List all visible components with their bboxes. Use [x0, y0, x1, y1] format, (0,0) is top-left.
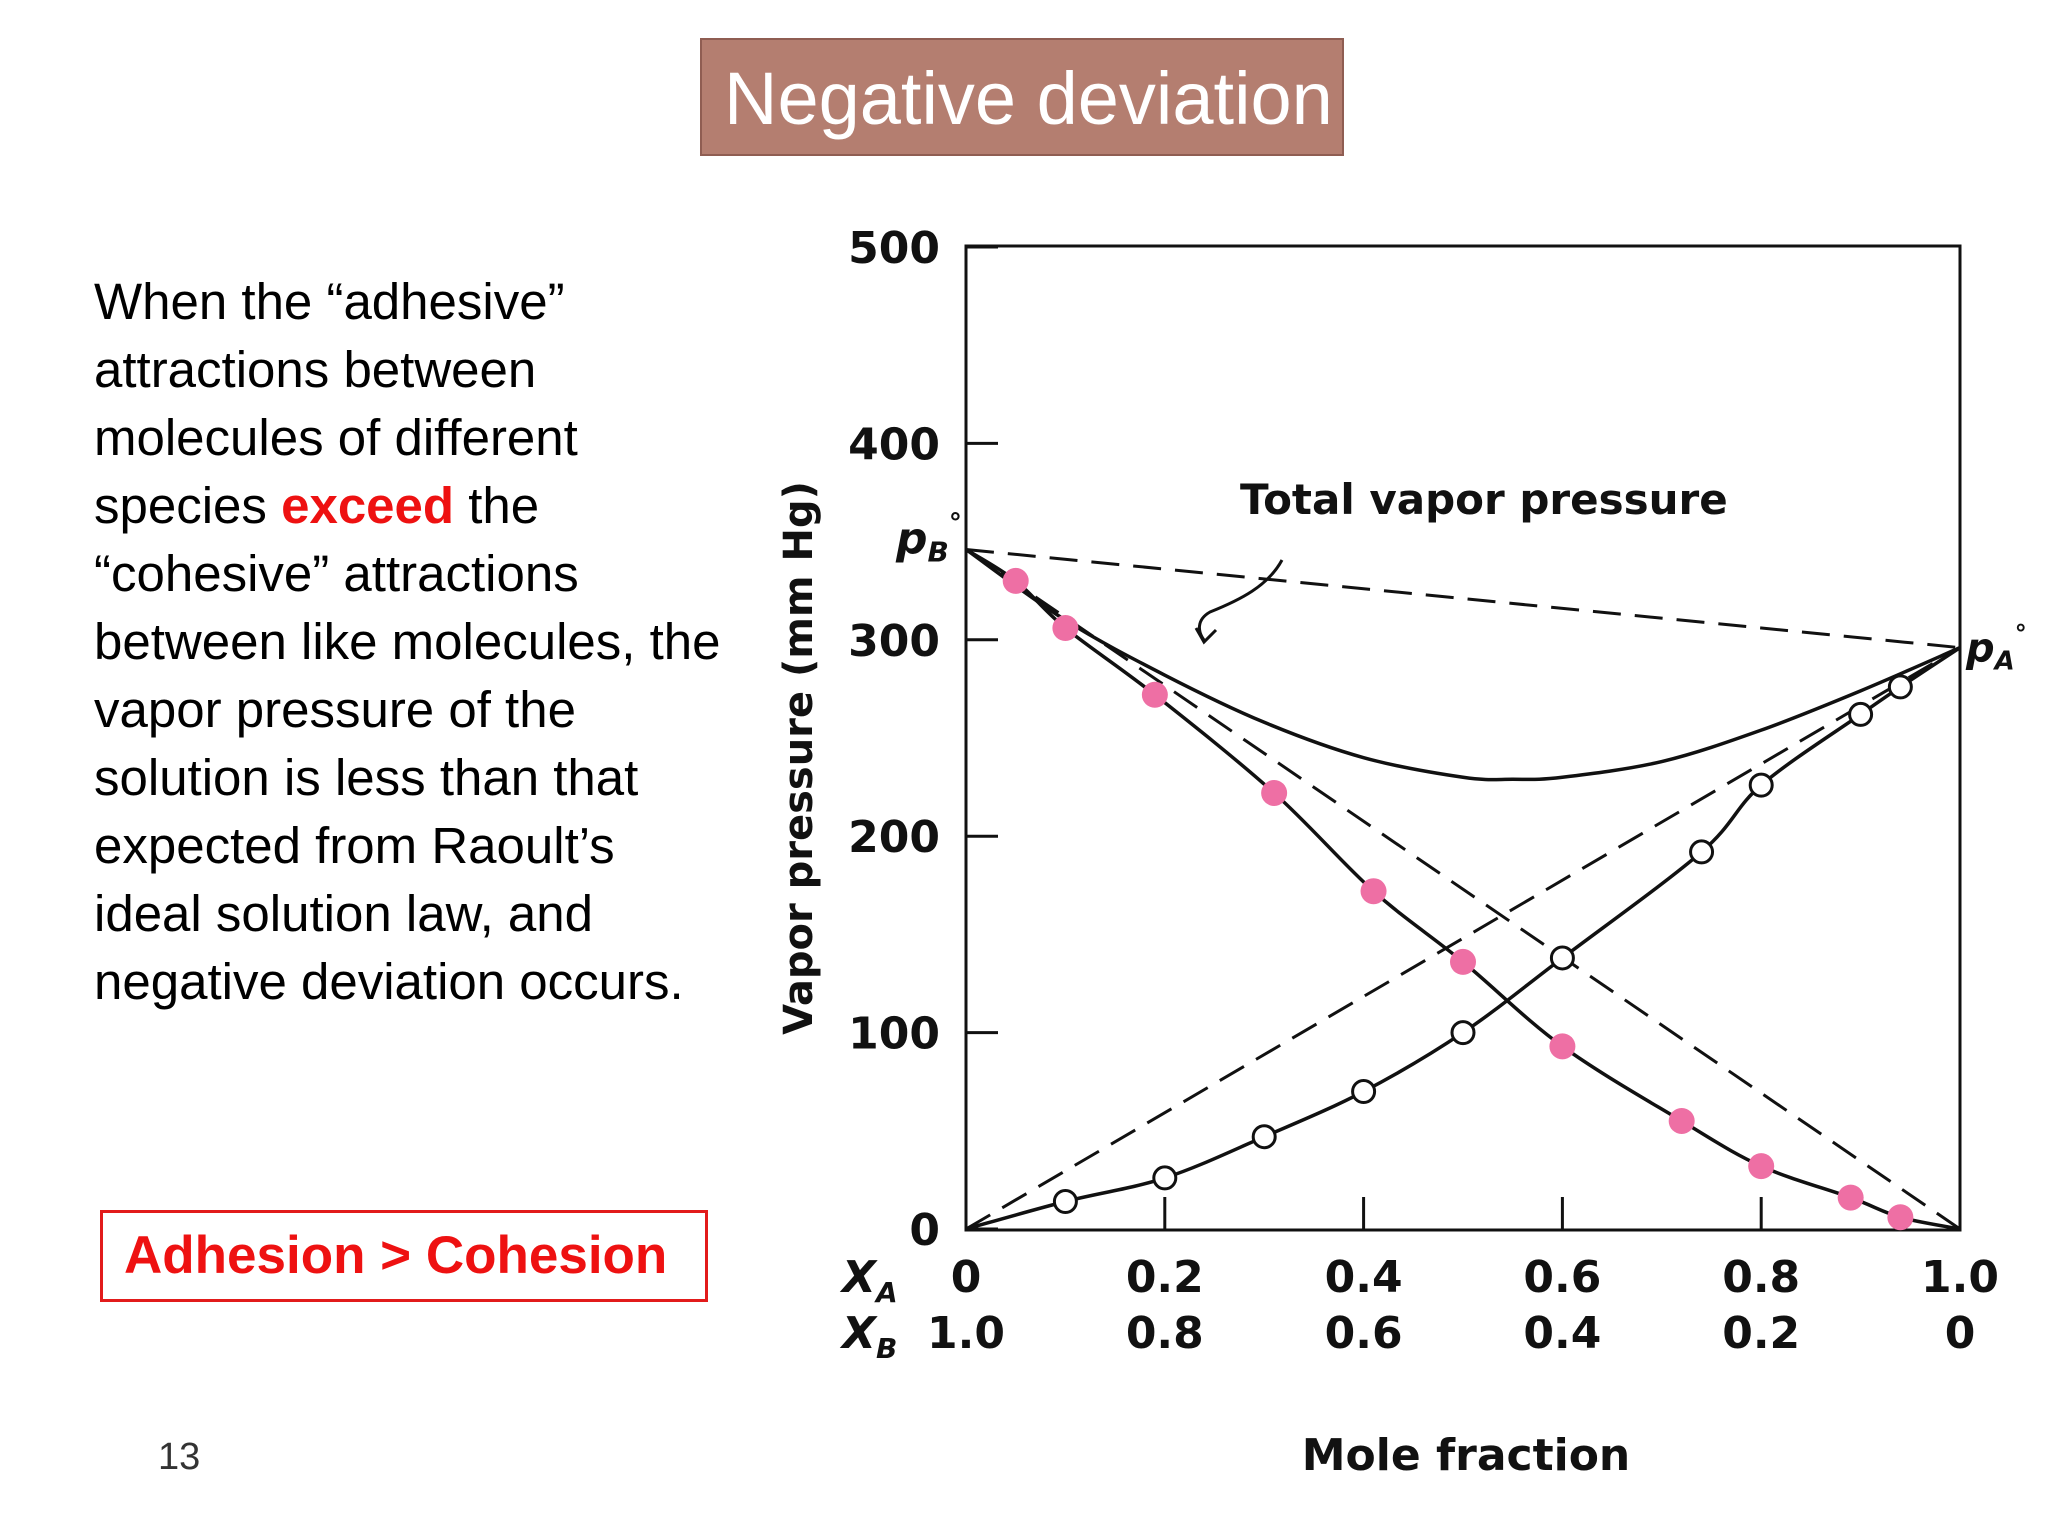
- pB-data-point: [1668, 1107, 1695, 1134]
- pB-data-point: [1360, 878, 1387, 905]
- y-tick-label: 500: [848, 223, 940, 274]
- slide-number: 13: [158, 1436, 201, 1478]
- pA-data-point: [1887, 674, 1913, 700]
- body-text-part1: When the “adhesive” attractions between …: [94, 273, 578, 534]
- x-tick-label: 0: [1945, 1308, 1976, 1359]
- pB-data-point: [1052, 615, 1079, 642]
- ideal-line: [965, 547, 1961, 650]
- pA-data-point: [1450, 1020, 1476, 1046]
- x-tick-label: 0: [951, 1252, 982, 1303]
- x-tick-label: 0.8: [1126, 1308, 1204, 1359]
- pA-label: pA°: [1965, 620, 2027, 677]
- pB-data-point: [1887, 1204, 1914, 1231]
- slide-title: Negative deviation: [724, 57, 1333, 140]
- pB-label-sub: B: [928, 535, 949, 568]
- pB-label: pB°: [895, 508, 962, 568]
- y-axis-title: Vapor pressure (mm Hg): [776, 481, 822, 1035]
- pA-curve: [965, 646, 1961, 1231]
- y-tick-label: 0: [909, 1205, 940, 1256]
- pB-data-point: [1450, 948, 1476, 975]
- pA-data-point: [1689, 839, 1715, 865]
- callout-text: Adhesion > Cohesion: [124, 1226, 668, 1285]
- x-tick-label: 0.4: [1523, 1308, 1601, 1359]
- pA-label-sup: °: [2015, 620, 2027, 648]
- total-pressure-label: Total vapor pressure: [1240, 475, 1728, 524]
- x-tick-label: 1.0: [1921, 1252, 1999, 1303]
- ideal-line: [965, 548, 1961, 1231]
- pB-label-sup: °: [949, 508, 962, 538]
- total-pressure-curve: [964, 548, 1961, 782]
- x-tick-label: 0.8: [1722, 1252, 1800, 1303]
- x-row-label: XA: [839, 1252, 898, 1309]
- pA-data-point: [1152, 1165, 1178, 1191]
- y-tick-label: 200: [848, 812, 940, 863]
- callout-box: [100, 1210, 708, 1302]
- x-row-label: XB: [839, 1308, 897, 1365]
- plot-frame: [964, 244, 1962, 1232]
- body-text-part2: the “cohesive” attractions between like …: [94, 477, 721, 1010]
- y-tick-label: 300: [848, 616, 940, 667]
- x-tick-label: 1.0: [927, 1308, 1005, 1359]
- x-tick-label: 0.2: [1722, 1308, 1800, 1359]
- ideal-line: [965, 646, 1961, 1231]
- annotation-arrowhead: [1194, 627, 1218, 645]
- pA-data-point: [1549, 945, 1575, 971]
- pA-data-point: [1251, 1124, 1277, 1150]
- pA-data-point: [1052, 1189, 1078, 1215]
- body-text: When the “adhesive” attractions between …: [94, 268, 734, 1016]
- pB-data-point: [1261, 779, 1288, 806]
- y-tick-label: 400: [848, 419, 940, 470]
- x-tick-label: 0.4: [1325, 1252, 1403, 1303]
- pA-data-point: [1848, 701, 1874, 727]
- pB-data-point: [1141, 681, 1168, 708]
- x-tick-label: 0.6: [1325, 1308, 1403, 1359]
- pA-label-sub: A: [1993, 647, 2015, 677]
- x-tick-label: 0.2: [1126, 1252, 1204, 1303]
- x-row-label-sub: A: [874, 1276, 898, 1309]
- title-box: Negative deviation: [700, 38, 1344, 156]
- x-tick-label: 0.6: [1523, 1252, 1601, 1303]
- y-tick-label: 100: [848, 1009, 940, 1060]
- pB-data-point: [1748, 1153, 1775, 1180]
- annotation-arrow: [1198, 559, 1284, 641]
- pA-data-point: [1748, 772, 1774, 798]
- pA-data-point: [1351, 1079, 1377, 1105]
- pB-data-point: [1002, 567, 1029, 594]
- body-text-highlight: exceed: [281, 477, 455, 534]
- x-axis-title: Mole fraction: [1302, 1430, 1631, 1481]
- pB-data-point: [1549, 1033, 1576, 1060]
- x-row-label-sub: B: [876, 1332, 897, 1365]
- pB-data-point: [1837, 1184, 1864, 1211]
